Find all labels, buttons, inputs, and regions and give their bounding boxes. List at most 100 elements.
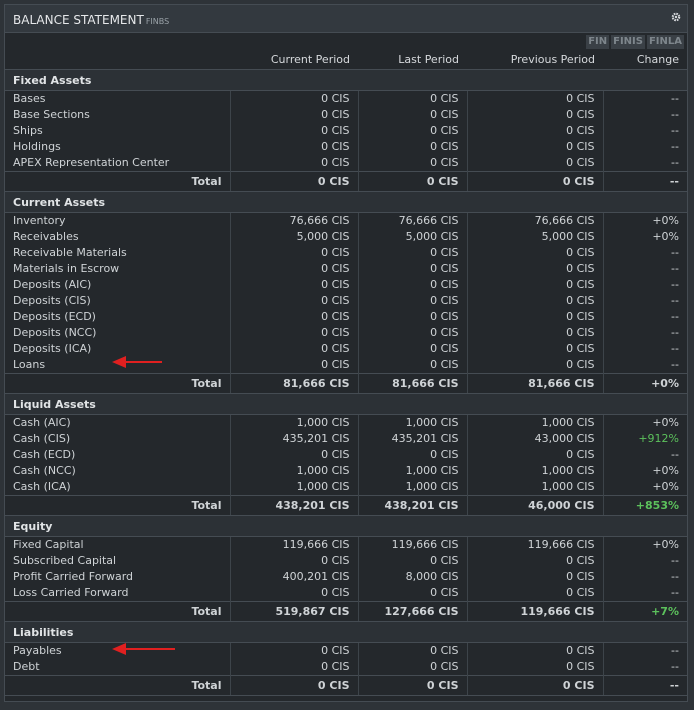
row-label: Deposits (NCC) xyxy=(13,326,97,339)
cell-value: 0 CIS xyxy=(357,642,467,659)
row-label: Cash (ECD) xyxy=(13,448,76,461)
cell-value: -- xyxy=(602,675,687,696)
cell-value: 46,000 CIS xyxy=(466,495,603,516)
cell-value: 0 CIS xyxy=(466,585,603,602)
cell-value: 0 CIS xyxy=(229,155,358,172)
cell-value: 0 CIS xyxy=(357,309,467,325)
cell-value: +0% xyxy=(602,373,687,394)
row-label: Cash (ICA) xyxy=(13,480,71,493)
section-header-row: Current Assets xyxy=(5,191,687,213)
cell-value: -- xyxy=(602,293,687,309)
tab-button[interactable]: FINLA xyxy=(646,35,684,49)
cell-value: -- xyxy=(602,325,687,341)
row-label: Total xyxy=(5,675,230,696)
cell-value: 0 CIS xyxy=(229,309,358,325)
column-header-row: Current Period Last Period Previous Period… xyxy=(5,50,687,70)
row-label: Cash (NCC) xyxy=(13,464,76,477)
cell-value: 0 CIS xyxy=(229,447,358,463)
cell-value: 438,201 CIS xyxy=(357,495,467,516)
cell-value: -- xyxy=(602,309,687,325)
cell-value: +0% xyxy=(602,479,687,496)
cell-value: -- xyxy=(602,245,687,261)
cell-value: 0 CIS xyxy=(466,155,603,172)
cell-value: 0 CIS xyxy=(466,553,603,569)
cell-value: 119,666 CIS xyxy=(466,601,603,622)
cell-value: 0 CIS xyxy=(466,245,603,261)
row-label: Loss Carried Forward xyxy=(13,586,129,599)
panel-title: BALANCE STATEMENT FINBS xyxy=(13,13,169,27)
cell-value: 0 CIS xyxy=(466,139,603,155)
row-label: Fixed Capital xyxy=(13,538,84,551)
cell-value: 0 CIS xyxy=(466,123,603,139)
cell-value: 0 CIS xyxy=(466,659,603,676)
column-header: Change xyxy=(636,53,679,66)
cell-value: -- xyxy=(602,139,687,155)
cell-value: 0 CIS xyxy=(229,245,358,261)
cell-value: 0 CIS xyxy=(229,357,358,374)
balance-panel: BALANCE STATEMENT FINBS FIN FINIS FINLA Cur… xyxy=(4,4,688,702)
cell-value: 1,000 CIS xyxy=(229,414,358,431)
cell-value: -- xyxy=(602,261,687,277)
cell-value: 0 CIS xyxy=(229,341,358,357)
table-row: Cash (ECD) 0 CIS 0 CIS 0 CIS -- xyxy=(5,447,687,463)
cell-value: 1,000 CIS xyxy=(229,479,358,496)
cell-value: 119,666 CIS xyxy=(229,536,358,553)
cell-value: 0 CIS xyxy=(357,325,467,341)
cell-value: 81,666 CIS xyxy=(357,373,467,394)
cell-value: 0 CIS xyxy=(466,107,603,123)
row-label: Profit Carried Forward xyxy=(13,570,134,583)
tab-button[interactable]: FIN xyxy=(586,35,610,49)
cell-value: -- xyxy=(602,659,687,676)
tab-button[interactable]: FINIS xyxy=(611,35,645,49)
table-row: Holdings 0 CIS 0 CIS 0 CIS -- xyxy=(5,139,687,155)
table-row: Debt 0 CIS 0 CIS 0 CIS -- xyxy=(5,659,687,676)
row-label: Deposits (ICA) xyxy=(13,342,92,355)
cell-value: 1,000 CIS xyxy=(466,414,603,431)
cell-value: -- xyxy=(602,357,687,374)
table-row: APEX Representation Center 0 CIS 0 CIS 0 CI… xyxy=(5,155,687,172)
cell-value: 0 CIS xyxy=(466,277,603,293)
cell-value: 519,867 CIS xyxy=(229,601,358,622)
row-label: Ships xyxy=(13,124,43,137)
cell-value: -- xyxy=(602,277,687,293)
cell-value: 0 CIS xyxy=(466,325,603,341)
table-row: Bases 0 CIS 0 CIS 0 CIS -- xyxy=(5,90,687,107)
cell-value: 0 CIS xyxy=(229,261,358,277)
table-row: Cash (NCC) 1,000 CIS 1,000 CIS 1,000 CIS +0% xyxy=(5,463,687,479)
row-label: Inventory xyxy=(13,214,66,227)
cell-value: 5,000 CIS xyxy=(229,229,358,245)
cell-value: -- xyxy=(602,123,687,139)
cell-value: +0% xyxy=(602,229,687,245)
table-row: Cash (CIS) 435,201 CIS 435,201 CIS 43,000 C… xyxy=(5,431,687,447)
table-row: Cash (AIC) 1,000 CIS 1,000 CIS 1,000 CIS +0% xyxy=(5,414,687,431)
cell-value: 1,000 CIS xyxy=(357,414,467,431)
cell-value: 0 CIS xyxy=(357,139,467,155)
table-row: Inventory 76,666 CIS 76,666 CIS 76,666 CIS +… xyxy=(5,212,687,229)
cell-value: +853% xyxy=(602,495,687,516)
cell-value: +0% xyxy=(602,536,687,553)
table-row: Receivables 5,000 CIS 5,000 CIS 5,000 CIS +0… xyxy=(5,229,687,245)
table-row: Payables 0 CIS 0 CIS 0 CIS -- xyxy=(5,642,687,659)
total-row: Total 0 CIS 0 CIS 0 CIS -- xyxy=(5,171,687,192)
panel-code: FINBS xyxy=(145,17,170,26)
row-label: Deposits (ECD) xyxy=(13,310,96,323)
row-label: Total xyxy=(5,373,230,394)
row-label: Payables xyxy=(13,644,62,657)
section-title: Equity xyxy=(5,515,687,537)
cell-value: 0 CIS xyxy=(466,261,603,277)
table-row: Deposits (NCC) 0 CIS 0 CIS 0 CIS -- xyxy=(5,325,687,341)
cell-value: 0 CIS xyxy=(229,642,358,659)
total-row: Total 438,201 CIS 438,201 CIS 46,000 CIS +85… xyxy=(5,495,687,516)
row-label: Total xyxy=(5,171,230,192)
cell-value: 400,201 CIS xyxy=(229,569,358,585)
table-row: Receivable Materials 0 CIS 0 CIS 0 CIS -- xyxy=(5,245,687,261)
settings-icon[interactable] xyxy=(671,12,681,22)
section-title: Fixed Assets xyxy=(5,69,687,91)
cell-value: 76,666 CIS xyxy=(357,212,467,229)
cell-value: 76,666 CIS xyxy=(229,212,358,229)
table-row: Deposits (AIC) 0 CIS 0 CIS 0 CIS -- xyxy=(5,277,687,293)
table-row: Deposits (ECD) 0 CIS 0 CIS 0 CIS -- xyxy=(5,309,687,325)
cell-value: 0 CIS xyxy=(466,309,603,325)
cell-value: 435,201 CIS xyxy=(357,431,467,447)
